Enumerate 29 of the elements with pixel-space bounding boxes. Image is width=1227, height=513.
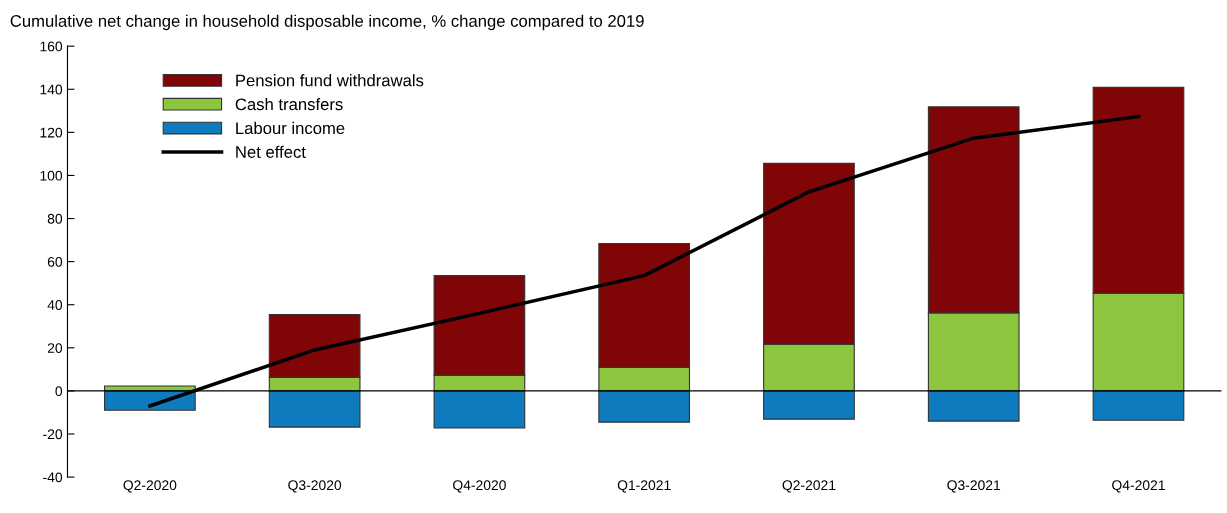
bar [1092, 390, 1185, 421]
legend-label: Cash transfers [235, 97, 343, 111]
y-tick-label: -40 [43, 472, 63, 483]
legend-label: Labour income [236, 121, 345, 135]
y-tick-label: 40 [47, 300, 63, 310]
bar [268, 390, 361, 428]
legend-label: Net effect [236, 145, 306, 158]
y-tick-label: 80 [47, 213, 63, 224]
y-tick-label: 60 [47, 256, 63, 267]
bar [433, 390, 526, 429]
bar [598, 390, 691, 423]
x-tick-label: Q4-2021 [1112, 480, 1165, 493]
y-tick-label: 20 [47, 343, 63, 353]
x-tick-label: Q2-2021 [782, 480, 836, 493]
x-tick-label: Q3-2021 [947, 480, 1001, 493]
y-tick-label: 0 [55, 386, 63, 397]
y-tick-label: 140 [40, 84, 63, 95]
x-tick-label: Q2-2020 [123, 480, 177, 493]
y-tick-label: 100 [40, 170, 63, 181]
x-tick-label: Q3-2020 [288, 480, 342, 493]
bar [763, 390, 855, 420]
x-tick-label: Q1-2021 [617, 480, 671, 493]
y-tick-label: -20 [43, 429, 63, 440]
y-tick-label: 160 [40, 41, 63, 52]
y-tick-label: 120 [40, 127, 63, 138]
chart-title: Cumulative net change in household disposable income, % change compared to 2019 [10, 14, 644, 31]
legend-label: Pension fund withdrawals [236, 74, 424, 87]
bar [927, 390, 1020, 422]
x-tick-label: Q4-2020 [453, 480, 506, 493]
